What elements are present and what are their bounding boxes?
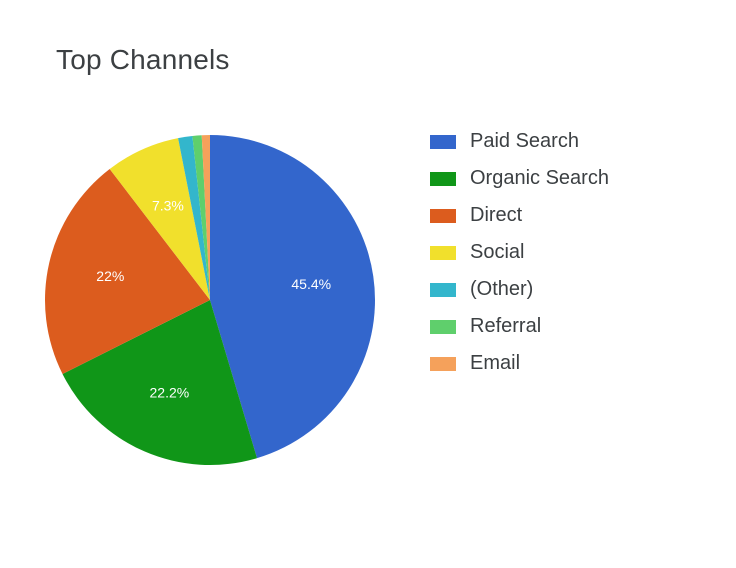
pie-slice-label: 22.2% <box>150 385 190 401</box>
legend-label: Organic Search <box>470 167 609 190</box>
legend-label: Direct <box>470 204 522 227</box>
chart-legend: Paid Search Organic Search Direct Social (Ot… <box>430 130 609 375</box>
chart-container: Top Channels 45.4% 22.2% 22% 7.3% Paid Sear… <box>0 0 736 568</box>
legend-item[interactable]: Paid Search <box>430 130 609 153</box>
legend-item[interactable]: Social <box>430 241 609 264</box>
pie-slice-label: 45.4% <box>291 276 331 292</box>
legend-item[interactable]: (Other) <box>430 278 609 301</box>
legend-swatch <box>430 357 456 371</box>
legend-item[interactable]: Direct <box>430 204 609 227</box>
legend-label: Social <box>470 241 524 264</box>
legend-label: Referral <box>470 315 541 338</box>
chart-title: Top Channels <box>56 44 230 76</box>
legend-label: Email <box>470 352 520 375</box>
legend-swatch <box>430 172 456 186</box>
legend-swatch <box>430 135 456 149</box>
pie-slice-label: 7.3% <box>152 197 184 213</box>
pie-chart: 45.4% 22.2% 22% 7.3% <box>40 130 380 470</box>
legend-item[interactable]: Referral <box>430 315 609 338</box>
legend-label: (Other) <box>470 278 533 301</box>
legend-swatch <box>430 320 456 334</box>
legend-label: Paid Search <box>470 130 579 153</box>
legend-swatch <box>430 209 456 223</box>
legend-swatch <box>430 283 456 297</box>
pie-slice-label: 22% <box>96 268 124 284</box>
legend-swatch <box>430 246 456 260</box>
legend-item[interactable]: Organic Search <box>430 167 609 190</box>
legend-item[interactable]: Email <box>430 352 609 375</box>
